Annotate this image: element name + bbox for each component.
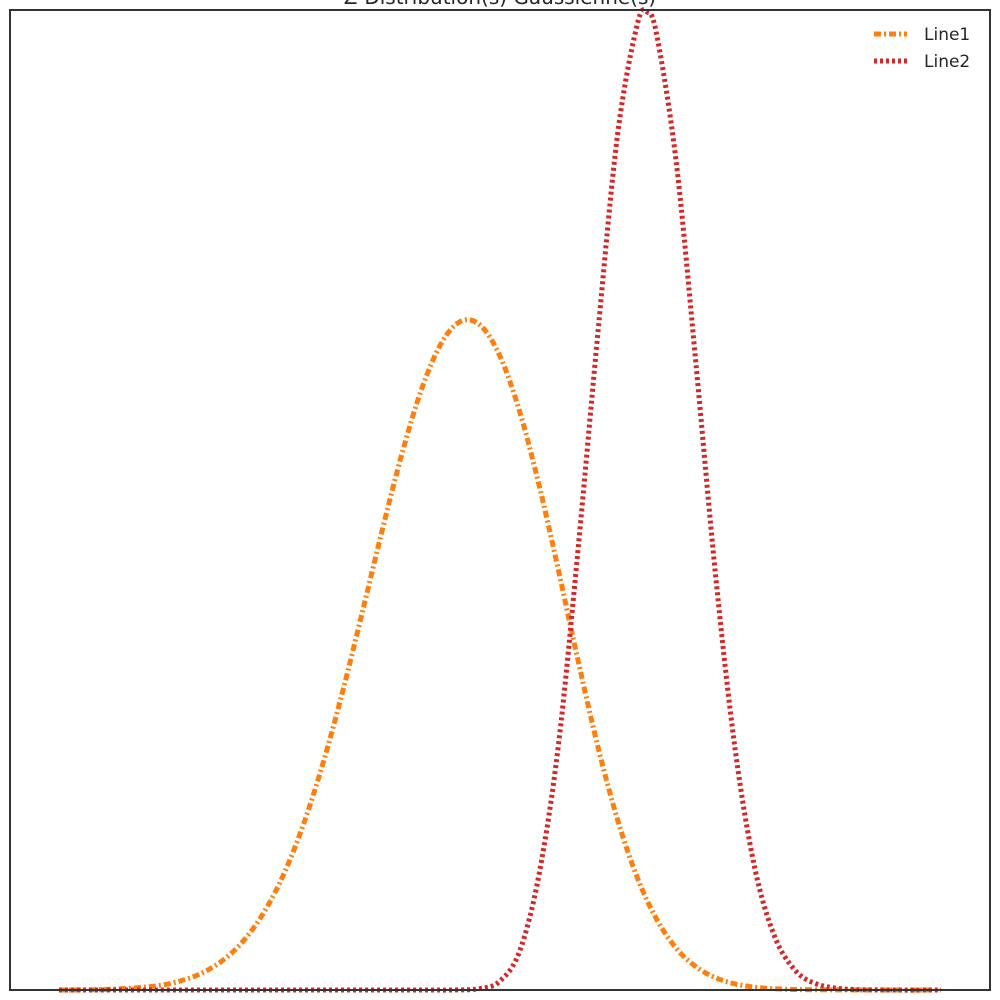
legend: Line1 Line2: [874, 25, 970, 72]
chart-title: Z-Distribution(s) Gaussienne(s): [344, 0, 656, 9]
series-line-line1: [58, 317, 942, 993]
legend-label-line1: Line1: [924, 25, 970, 45]
series-line-line2: [59, 7, 942, 993]
plot-frame: [9, 9, 991, 991]
legend-label-line2: Line2: [924, 52, 970, 72]
series-layer: [58, 7, 942, 993]
